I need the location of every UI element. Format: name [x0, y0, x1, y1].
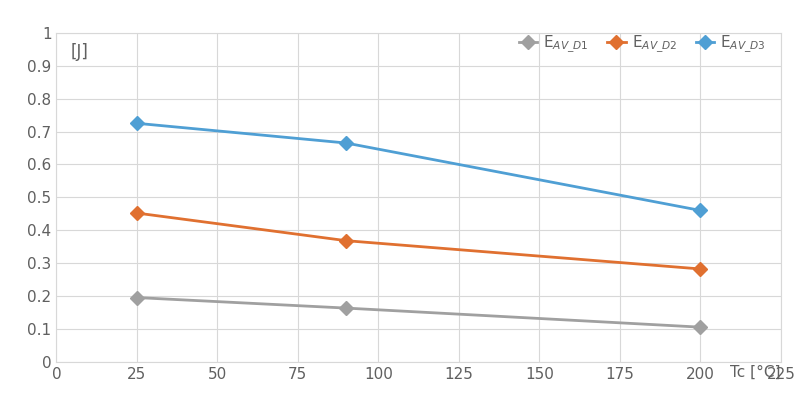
E$_{AV\_D1}$ — [132, 295, 142, 300]
Line: E$_{AV\_D1}$: E$_{AV\_D1}$ — [132, 293, 705, 332]
Line: E$_{AV\_D3}$: E$_{AV\_D3}$ — [132, 118, 705, 215]
E$_{AV\_D1}$ — [341, 306, 351, 311]
Legend: E$_{AV\_D1}$, E$_{AV\_D2}$, E$_{AV\_D3}$: E$_{AV\_D1}$, E$_{AV\_D2}$, E$_{AV\_D3}$ — [519, 34, 766, 55]
E$_{AV\_D2}$ — [132, 210, 142, 215]
E$_{AV\_D1}$ — [696, 325, 705, 330]
Text: Tc [°C]: Tc [°C] — [730, 365, 781, 380]
Text: [J]: [J] — [71, 43, 89, 61]
E$_{AV\_D2}$ — [696, 266, 705, 271]
E$_{AV\_D3}$ — [132, 121, 142, 126]
Line: E$_{AV\_D2}$: E$_{AV\_D2}$ — [132, 208, 705, 274]
E$_{AV\_D3}$ — [696, 208, 705, 213]
E$_{AV\_D3}$ — [341, 141, 351, 145]
E$_{AV\_D2}$ — [341, 238, 351, 243]
